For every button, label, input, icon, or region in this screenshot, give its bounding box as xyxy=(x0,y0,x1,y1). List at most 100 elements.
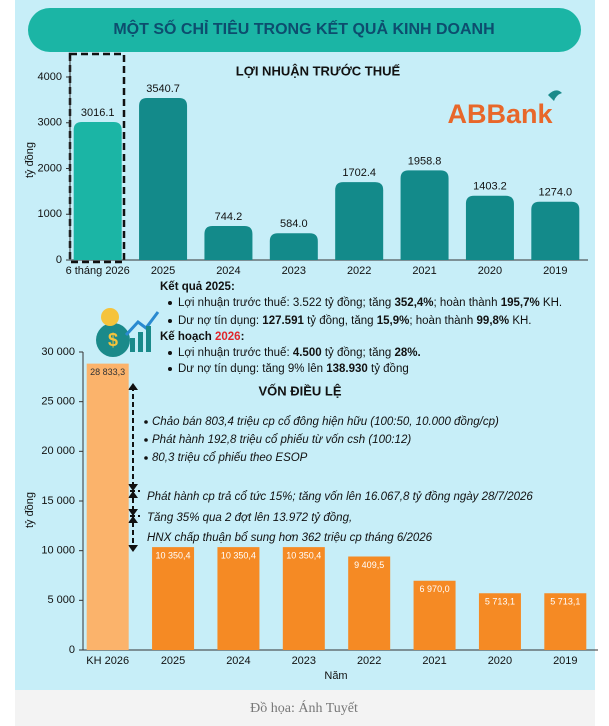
header-bar xyxy=(28,8,581,52)
x-tick-label: 2019 xyxy=(553,655,577,667)
summary-line: Lợi nhuận trước thuế: 4.500 tỷ đồng; tăn… xyxy=(178,347,421,359)
bullet xyxy=(144,420,148,424)
bar xyxy=(282,547,325,650)
summary-segment: Kế hoạch xyxy=(160,331,215,343)
value-label: 10 350,4 xyxy=(286,551,321,561)
y-tick-label: 2000 xyxy=(38,162,62,174)
annotation: HNX chấp thuận bổ sung hơn 362 triệu cp … xyxy=(147,532,433,544)
summary-segment: KH. xyxy=(540,297,562,309)
summary-segment: 2026 xyxy=(215,331,241,343)
bar xyxy=(204,225,253,260)
value-label: 584.0 xyxy=(280,218,308,230)
y-tick-label: 20 000 xyxy=(41,445,75,457)
value-label: 744.2 xyxy=(215,211,243,223)
header-title: MỘT SỐ CHỈ TIÊU TRONG KẾT QUẢ KINH DOANH xyxy=(113,18,494,38)
summary-segment: Kết quả 2025: xyxy=(160,281,235,293)
summary-segment: Lợi nhuận trước thuế: xyxy=(178,347,293,359)
y-tick-label: 30 000 xyxy=(41,346,75,358)
summary-segment: 99,8% xyxy=(477,315,510,327)
y-tick-label: 0 xyxy=(69,644,75,656)
summary-segment: : xyxy=(241,331,245,343)
summary-line: Dư nợ tín dụng: 127.591 tỷ đồng, tăng 15… xyxy=(178,315,532,327)
footer-bar xyxy=(15,690,595,726)
footer: Đồ họa: Ánh Tuyết xyxy=(250,699,358,716)
value-label: 1702.4 xyxy=(342,167,376,179)
annotation: Phát hành cp trả cổ tức 15%; tăng vốn lê… xyxy=(147,491,533,503)
bullet xyxy=(168,351,172,355)
value-label: 3016.1 xyxy=(81,107,115,119)
y-tick-label: 5 000 xyxy=(47,594,75,606)
y-axis-label: tỷ đồng xyxy=(24,492,36,528)
y-tick-label: 4000 xyxy=(38,71,62,83)
bar xyxy=(400,170,449,260)
chart-title: LỢI NHUẬN TRƯỚC THUẾ xyxy=(236,63,401,78)
value-label: 10 350,4 xyxy=(156,551,191,561)
logo-bird xyxy=(548,90,562,101)
x-tick-label: 2023 xyxy=(282,265,306,277)
svg-text:$: $ xyxy=(108,330,118,350)
summary-segment: Dư nợ tín dụng: tăng 9% lên xyxy=(178,363,326,375)
money-icon: $ xyxy=(96,308,160,357)
summary-line: Dư nợ tín dụng: tăng 9% lên 138.930 tỷ đ… xyxy=(178,363,409,375)
summary-segment: Dư nợ tín dụng: xyxy=(178,315,262,327)
x-tick-label: 2024 xyxy=(226,655,250,667)
y-tick-label: 0 xyxy=(56,254,62,266)
x-tick-label: 2024 xyxy=(216,265,240,277)
value-label: 6 970,0 xyxy=(420,584,450,594)
y-tick-label: 3000 xyxy=(38,117,62,129)
x-tick-label: 2025 xyxy=(151,265,175,277)
summary-segment: KH. xyxy=(509,315,531,327)
value-label: 5 713,1 xyxy=(485,597,515,607)
x-tick-label: 2022 xyxy=(357,655,381,667)
timeline-arrows xyxy=(128,383,138,552)
x-tick-label: 2022 xyxy=(347,265,371,277)
summary-line: Lợi nhuận trước thuế: 3.522 tỷ đồng; tăn… xyxy=(178,297,562,309)
summary-segment: 15,9% xyxy=(377,315,410,327)
bar xyxy=(465,195,514,260)
value-label: 1274.0 xyxy=(538,187,572,199)
x-tick-label: 2020 xyxy=(478,265,502,277)
summary-segment: ; hoàn thành xyxy=(409,315,476,327)
bar xyxy=(152,547,195,650)
value-label: 1958.8 xyxy=(408,155,442,167)
bullet xyxy=(168,367,172,371)
value-label: 10 350,4 xyxy=(221,551,256,561)
summary-segment: tỷ đồng xyxy=(368,363,409,375)
summary-segment: Lợi nhuận trước thuế: 3.522 tỷ đồng; tăn… xyxy=(178,297,395,309)
bar xyxy=(86,363,129,650)
summary-segment: tỷ đồng, tăng xyxy=(304,315,377,327)
bullet xyxy=(168,301,172,305)
logo: ABBank xyxy=(447,99,553,129)
y-tick-label: 25 000 xyxy=(41,396,75,408)
summary-segment: 138.930 xyxy=(326,363,368,375)
bar xyxy=(348,556,391,650)
annotation: Chảo bán 803,4 triệu cp cổ đông hiện hữu… xyxy=(152,416,499,428)
bar xyxy=(217,547,260,650)
x-tick-label: 2025 xyxy=(161,655,185,667)
bar xyxy=(139,98,188,261)
bar xyxy=(73,122,122,260)
bar xyxy=(269,233,318,260)
bar xyxy=(413,580,456,650)
x-tick-label: 2021 xyxy=(412,265,436,277)
summary-segment: 28%. xyxy=(395,347,421,359)
x-tick-label: 2020 xyxy=(488,655,512,667)
x-tick-label: 2021 xyxy=(422,655,446,667)
value-label: 28 833,3 xyxy=(90,367,125,377)
bullet xyxy=(144,438,148,442)
chart-title: VỐN ĐIỀU LỆ xyxy=(258,383,341,398)
bar xyxy=(531,201,580,260)
y-tick-label: 15 000 xyxy=(41,495,75,507)
bar xyxy=(335,182,384,260)
value-label: 1403.2 xyxy=(473,181,507,193)
bar xyxy=(478,593,521,650)
y-tick-label: 10 000 xyxy=(41,545,75,557)
bullet xyxy=(144,456,148,460)
summary-segment: 4.500 xyxy=(293,347,322,359)
summary-heading: Kết quả 2025: xyxy=(160,281,235,293)
value-label: 5 713,1 xyxy=(550,597,580,607)
annotation: Tăng 35% qua 2 đợt lên 13.972 tỷ đồng, xyxy=(147,512,352,524)
annotation: 80,3 triệu cổ phiếu theo ESOP xyxy=(152,452,308,464)
summary-segment: 127.591 xyxy=(262,315,304,327)
summary-heading: Kế hoạch 2026: xyxy=(160,331,244,343)
